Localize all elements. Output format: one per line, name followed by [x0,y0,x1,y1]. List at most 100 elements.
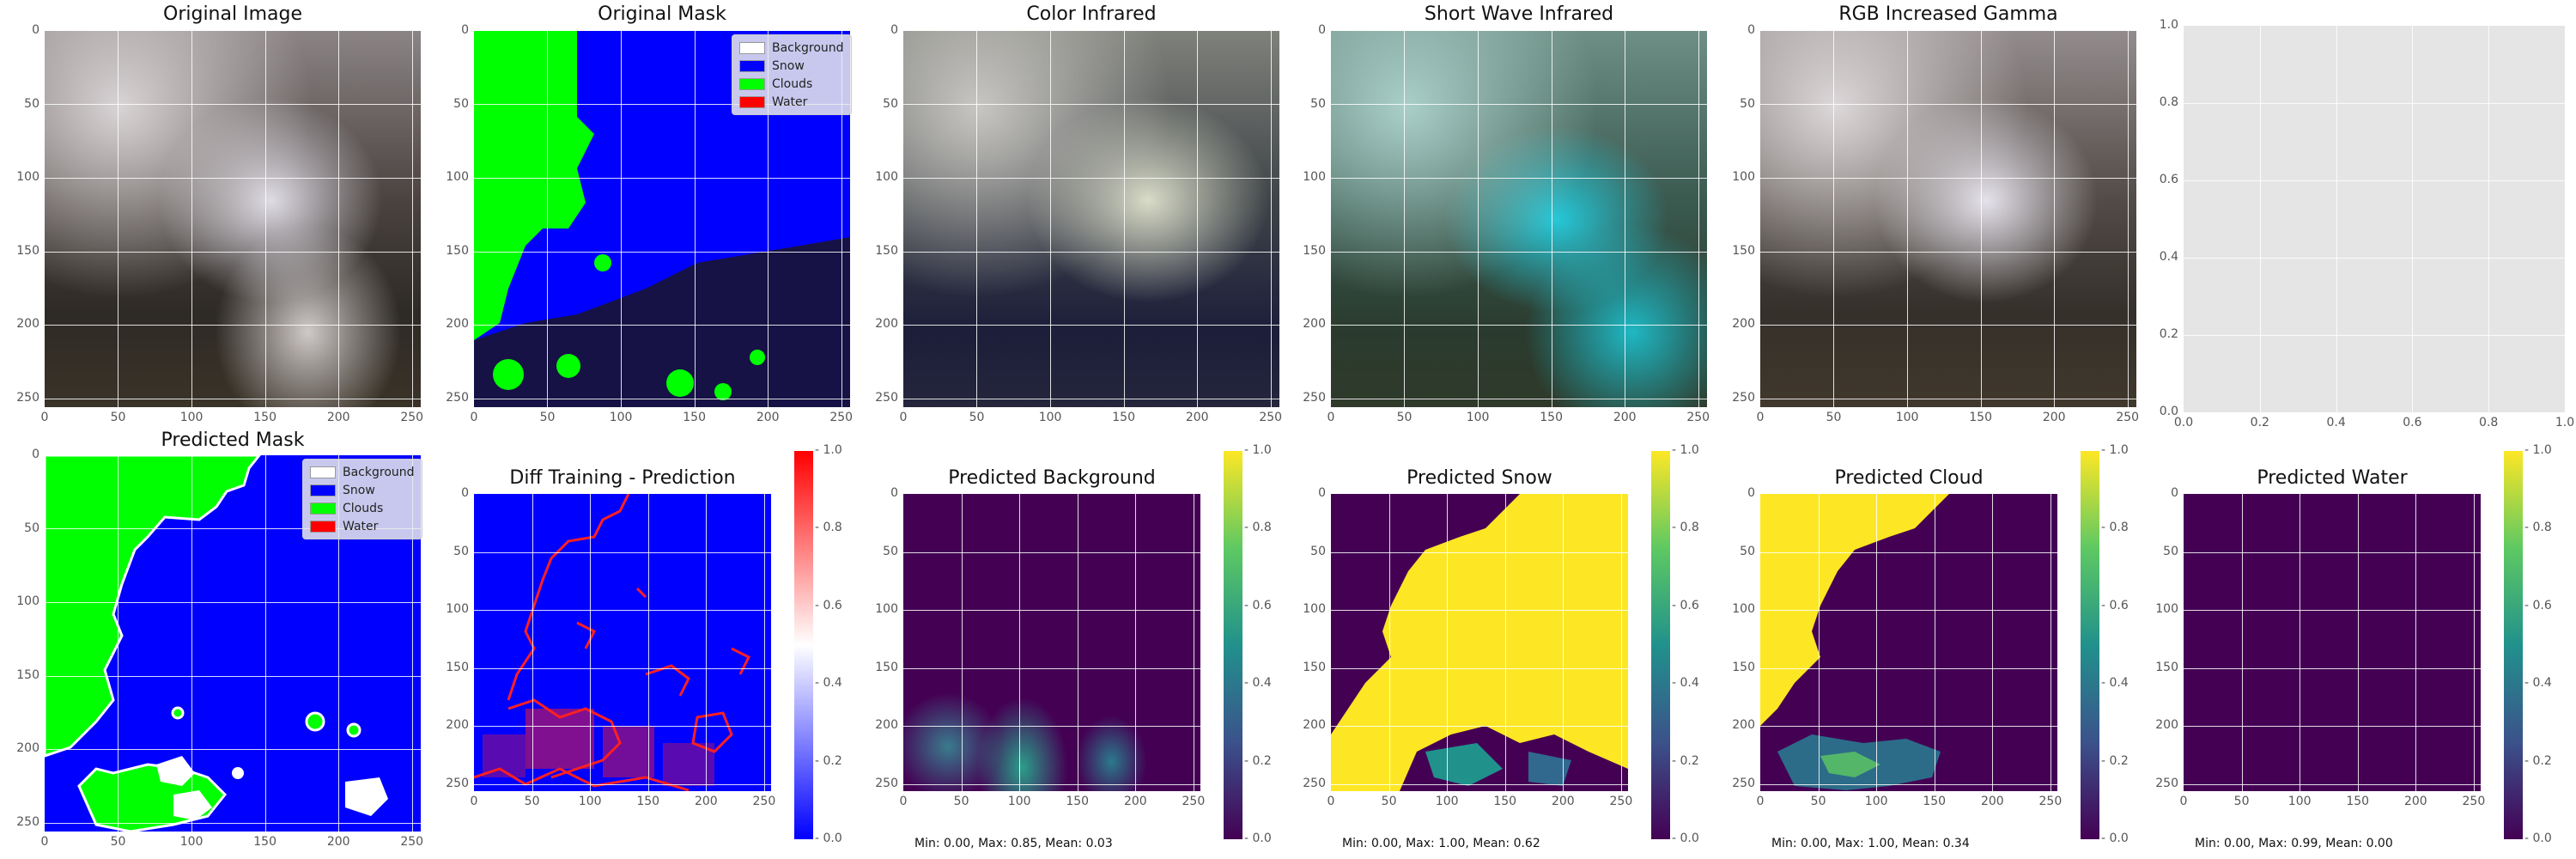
y-tick-label: 50 [1310,96,1326,111]
y-tick-label: 0 [32,448,39,461]
x-tick-label: 50 [969,411,985,424]
water-swatch [310,520,336,533]
x-tick-label: 250 [2038,795,2063,808]
pred-water-plot [2184,494,2481,791]
x-tick-label: 200 [2403,795,2427,808]
y-tick-label: 50 [24,521,39,535]
x-tick-label: 250 [400,411,424,424]
x-tick-label: 50 [539,411,556,424]
y-tick-label: 0 [461,486,469,500]
x-tick-label: 50 [1810,795,1826,808]
legend-label: Water [772,94,808,109]
pred-background-colorbar [1224,451,1242,839]
y-tick-label: 250 [446,390,469,405]
x-tick-label: 200 [694,795,718,808]
x-tick-label: 50 [1381,795,1397,808]
y-tick-label: 0 [1318,23,1326,37]
x-tick-label: 200 [756,411,780,424]
x-tick-label: 0 [1756,411,1765,424]
y-tick-label: 100 [16,594,39,609]
y-tick-label: 250 [2155,776,2178,790]
rgb-increased-gamma-plot [1760,31,2136,407]
colorbar-tick-label: - 0.8 [2101,521,2129,535]
y-tick-label: 150 [1303,660,1326,674]
diff-colorbar [794,451,813,839]
colorbar-tick-label: - 1.0 [1672,443,1699,457]
y-tick-label: 1.0 [2159,18,2178,32]
colorbar-tick-label: - 0.6 [1244,598,1272,612]
x-tick-label: 100 [1895,411,1919,424]
y-tick-label: 50 [1740,544,1755,558]
legend-label: Snow [343,483,375,497]
x-tick-label: 250 [829,411,854,424]
x-tick-label: 250 [1182,795,1206,808]
x-tick-label: 150 [253,835,277,849]
pred-snow-colorbar [1651,451,1670,839]
x-tick-label: 50 [953,795,969,808]
colorbar-tick-label: - 0.0 [1672,832,1699,845]
colorbar-tick-label: - 0.2 [1244,753,1272,768]
y-tick-label: 50 [2163,544,2178,558]
y-tick-label: 100 [2155,602,2178,617]
x-tick-label: 250 [1609,795,1633,808]
y-tick-label: 200 [1732,317,1755,332]
colorbar-tick-label: - 0.2 [815,753,842,768]
y-tick-label: 150 [2155,660,2178,674]
y-tick-label: 150 [446,660,469,674]
pred-cloud-plot [1760,494,2057,791]
y-tick-label: 50 [883,544,898,558]
y-tick-label: 150 [1732,660,1755,674]
x-tick-label: 150 [1112,411,1136,424]
x-tick-label: 0.4 [2326,416,2346,430]
x-tick-label: 250 [2462,795,2486,808]
diff-plot [474,494,771,791]
x-tick-label: 0 [40,835,49,849]
legend-label: Background [343,465,415,479]
legend-label: Clouds [772,76,813,91]
x-tick-label: 100 [578,795,602,808]
x-tick-label: 100 [1038,411,1062,424]
x-tick-label: 0 [40,411,49,424]
clouds-swatch [310,502,336,515]
legend-label: Snow [772,58,805,73]
legend-item: Water [310,517,415,535]
x-tick-label: 0 [899,411,908,424]
y-tick-label: 50 [453,96,469,111]
x-tick-label: 0 [1756,795,1765,808]
colorbar-tick-label: - 0.4 [1672,676,1699,691]
y-tick-label: 250 [16,814,39,829]
snow-swatch [310,484,336,497]
x-tick-label: 0.6 [2403,416,2422,430]
snow-swatch [739,59,765,72]
x-tick-label: 0 [2179,795,2188,808]
y-tick-label: 200 [1303,317,1326,332]
y-tick-label: 0 [1318,486,1326,500]
x-tick-label: 0 [470,411,478,424]
title-diff: Diff Training - Prediction [509,467,736,489]
original-image-plot [45,31,421,407]
x-tick-label: 50 [2233,795,2250,808]
pred-background-stats: Min: 0.00, Max: 0.85, Mean: 0.03 [914,837,1113,850]
y-tick-label: 200 [1303,718,1326,733]
legend-item: Water [739,93,844,111]
y-tick-label: 100 [1303,602,1326,617]
colorbar-tick-label: - 0.0 [2524,832,2552,845]
y-tick-label: 200 [16,317,39,332]
pred-water-stats: Min: 0.00, Max: 0.99, Mean: 0.00 [2195,837,2393,850]
x-tick-label: 200 [326,835,350,849]
x-tick-label: 0 [1327,411,1335,424]
x-tick-label: 200 [1551,795,1575,808]
y-tick-label: 150 [1303,243,1326,258]
y-tick-label: 200 [875,317,898,332]
x-tick-label: 250 [400,835,424,849]
y-tick-label: 100 [1732,602,1755,617]
colorbar-tick-label: - 1.0 [815,443,842,457]
x-tick-label: 200 [1185,411,1209,424]
legend-item: Background [739,39,844,57]
x-tick-label: 0 [899,795,908,808]
legend-item: Snow [310,481,415,499]
x-tick-label: 100 [179,835,204,849]
x-tick-label: 250 [1686,411,1710,424]
pred-water-colorbar [2504,451,2523,839]
title-original-mask: Original Mask [598,3,726,25]
